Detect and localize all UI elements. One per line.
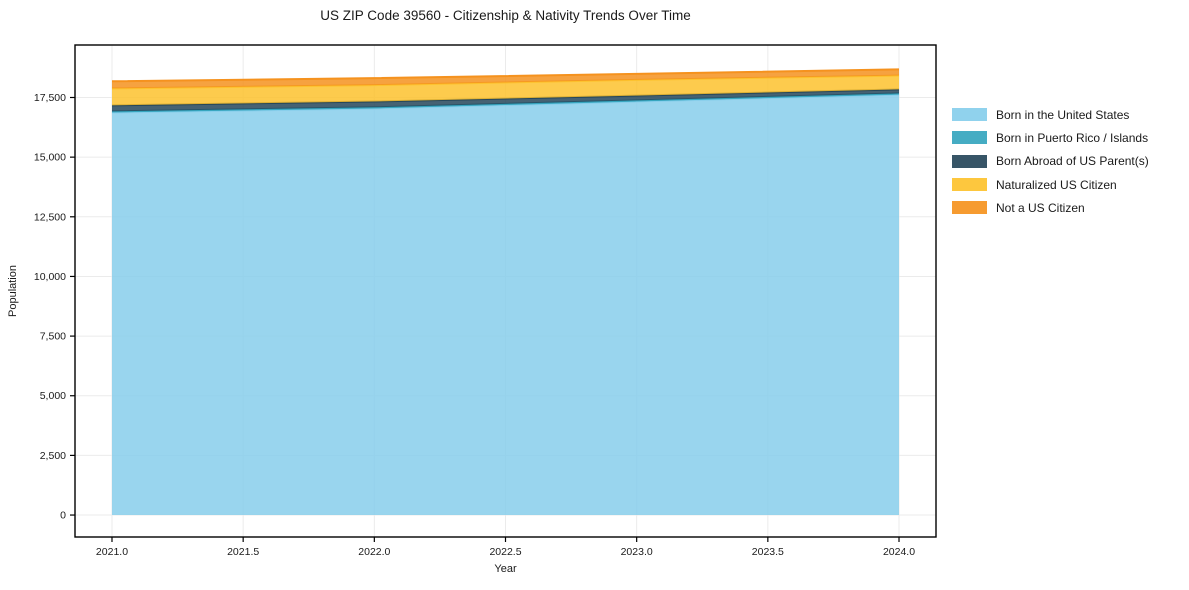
legend-item: Born in Puerto Rico / Islands (952, 126, 1149, 149)
x-tick-label: 2021.5 (227, 546, 259, 558)
y-tick-label: 5,000 (40, 390, 66, 402)
legend-label: Born in the United States (996, 107, 1130, 122)
x-tick-label: 2023.5 (752, 546, 784, 558)
y-tick-label: 17,500 (34, 92, 66, 104)
legend-label: Not a US Citizen (996, 200, 1085, 215)
y-tick-label: 12,500 (34, 211, 66, 223)
legend-label: Born Abroad of US Parent(s) (996, 154, 1149, 169)
legend-swatch-4 (952, 201, 987, 215)
legend-label: Naturalized US Citizen (996, 177, 1117, 192)
area-series-0 (111, 94, 900, 516)
chart-title: US ZIP Code 39560 - Citizenship & Nativi… (320, 8, 691, 23)
legend-label: Born in Puerto Rico / Islands (996, 130, 1149, 145)
legend-swatch-0 (952, 108, 987, 122)
y-axis-label: Population (7, 265, 19, 317)
x-axis-label: Year (494, 563, 517, 575)
y-tick-label: 10,000 (34, 271, 66, 283)
legend-swatch-3 (952, 178, 987, 192)
x-tick-label: 2023.0 (621, 546, 653, 558)
legend-item: Born Abroad of US Parent(s) (952, 150, 1149, 173)
x-tick-label: 2021.0 (96, 546, 128, 558)
y-tick-label: 2,500 (40, 450, 66, 462)
x-tick-label: 2024.0 (883, 546, 915, 558)
legend: Born in the United States Born in Puerto … (952, 103, 1149, 219)
area-series-3 (111, 75, 900, 106)
y-tick-label: 0 (60, 510, 66, 522)
legend-swatch-2 (952, 154, 987, 168)
y-tick-label: 7,500 (40, 331, 66, 343)
x-tick-label: 2022.5 (489, 546, 521, 558)
area-series-4-edge (111, 68, 900, 83)
area-series-4 (111, 69, 900, 89)
legend-item: Born in the United States (952, 103, 1149, 126)
legend-item: Not a US Citizen (952, 196, 1149, 219)
legend-swatch-1 (952, 131, 987, 145)
y-tick-label: 15,000 (34, 152, 66, 164)
x-tick-label: 2022.0 (358, 546, 390, 558)
legend-item: Naturalized US Citizen (952, 173, 1149, 196)
